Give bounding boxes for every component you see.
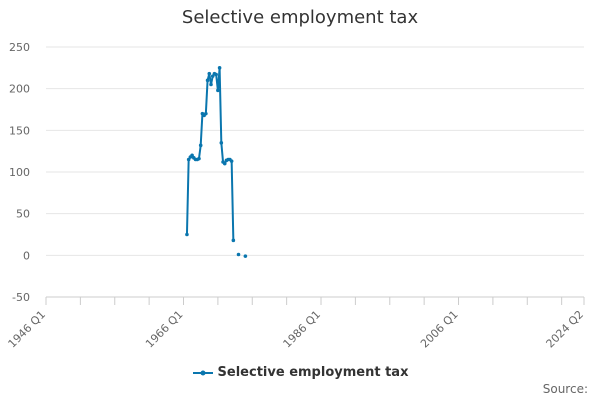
chart-title: Selective employment tax (181, 7, 419, 28)
series-points (185, 66, 248, 258)
legend-swatch-icon (192, 370, 213, 375)
x-tick-label: 1986 Q1 (281, 308, 324, 351)
gridlines (46, 46, 584, 256)
data-point (198, 143, 203, 148)
x-tick-label: 1946 Q1 (6, 308, 49, 351)
source-label: Source: (542, 382, 588, 396)
data-point (216, 88, 220, 93)
data-point (243, 254, 248, 258)
y-tick-label: 50 (16, 208, 30, 221)
data-point (197, 156, 201, 161)
y-tick-label: -50 (12, 291, 30, 304)
y-axis: -50 0 50 100 150 200 250 (9, 41, 30, 304)
data-point (229, 159, 234, 163)
data-point (204, 111, 208, 116)
data-point (219, 141, 224, 145)
legend-label: Selective employment tax (217, 365, 409, 380)
data-point (231, 238, 236, 243)
data-point (205, 78, 210, 83)
data-point (217, 66, 222, 70)
y-tick-label: 0 (23, 249, 30, 262)
x-axis-labels: 1946 Q1 1966 Q1 1986 Q1 2006 Q1 2024 Q2 (6, 308, 587, 351)
x-tick-label: 2006 Q1 (418, 308, 461, 351)
data-point (207, 71, 212, 76)
y-tick-label: 250 (9, 41, 30, 54)
x-axis (45, 296, 585, 305)
data-point (185, 232, 189, 237)
data-point (209, 82, 213, 87)
data-point (222, 161, 227, 166)
data-point (236, 252, 241, 257)
series-line (185, 66, 235, 241)
x-tick-label: 2024 Q2 (544, 308, 587, 351)
x-tick-label: 1966 Q1 (143, 308, 186, 351)
y-tick-label: 200 (9, 83, 30, 96)
series-lines (185, 66, 235, 241)
data-point (214, 72, 218, 77)
y-tick-label: 150 (9, 124, 30, 137)
y-tick-label: 100 (9, 166, 30, 179)
legend[interactable]: Selective employment tax (0, 365, 600, 380)
